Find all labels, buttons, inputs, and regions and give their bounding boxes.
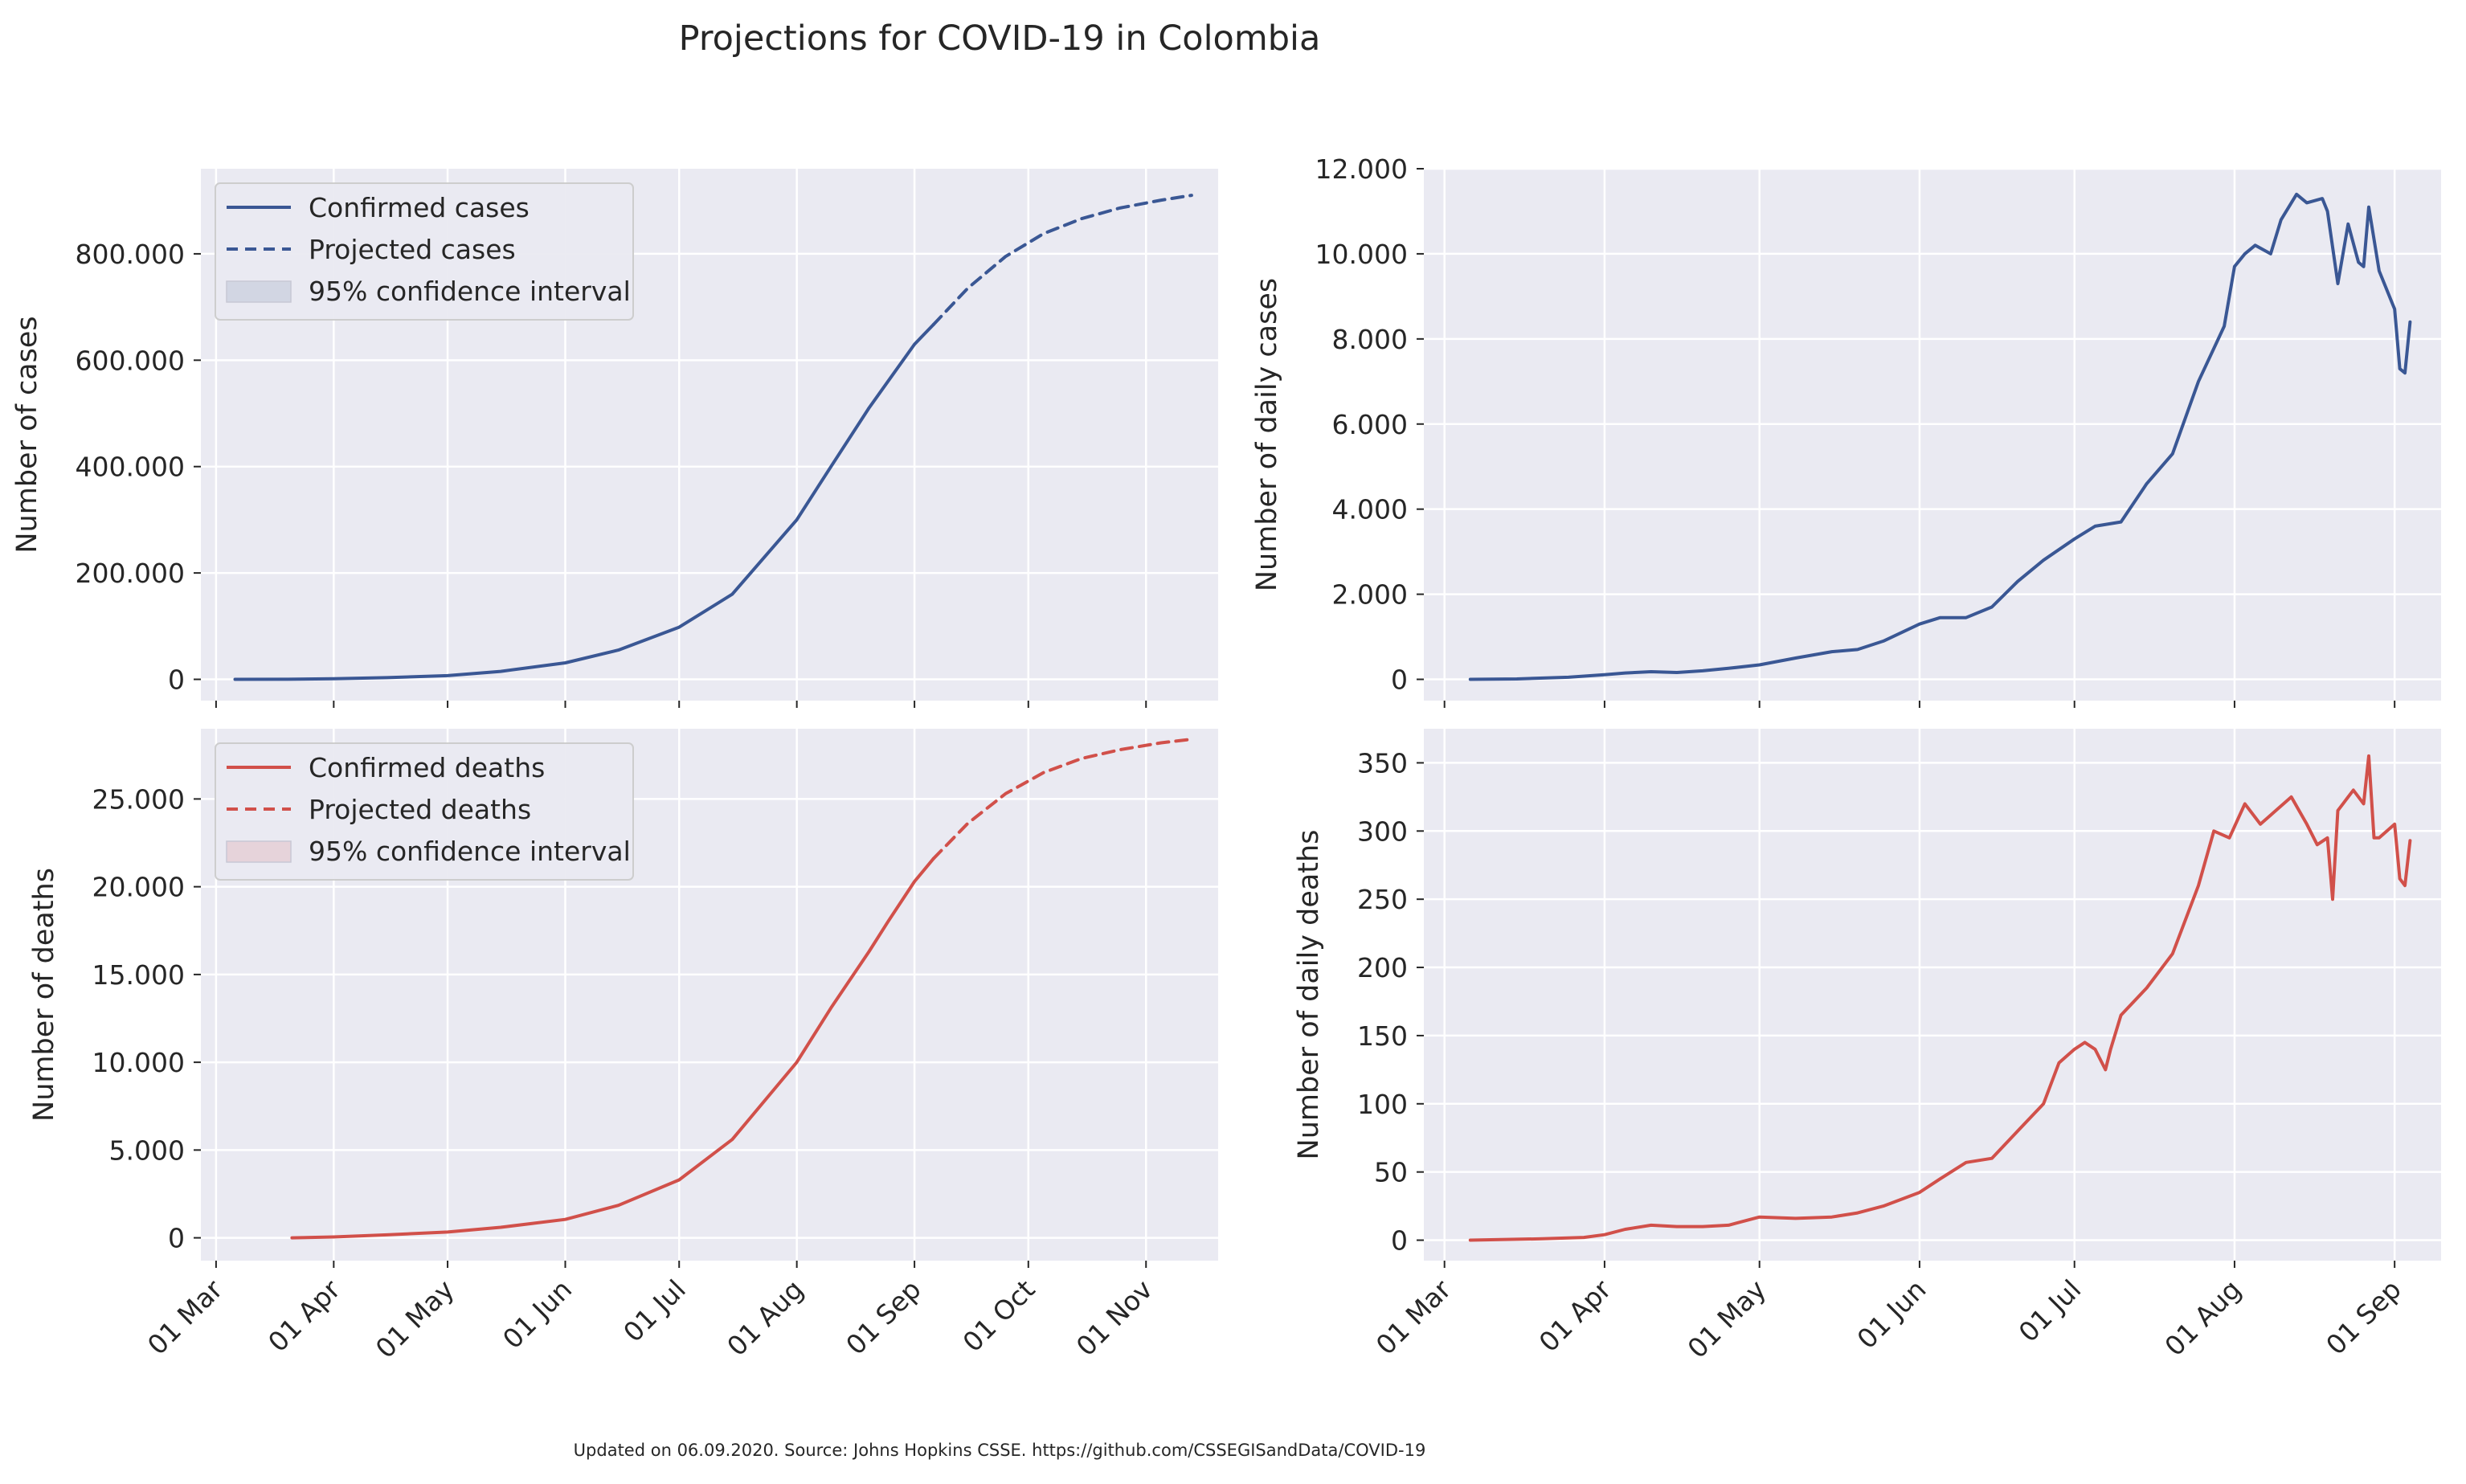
x-tick-label: 01 Sep xyxy=(840,1273,927,1361)
y-tick-label: 50 xyxy=(1374,1157,1408,1188)
legend-swatch-confidence-interval xyxy=(226,280,292,303)
y-tick-label: 12.000 xyxy=(1315,153,1408,185)
y-axis-label: Number of cases xyxy=(11,316,43,553)
y-axis-label: Number of daily deaths xyxy=(1293,830,1325,1160)
y-tick-label: 5.000 xyxy=(109,1134,185,1166)
legend-label: Projected cases xyxy=(309,234,516,265)
y-tick-label: 100 xyxy=(1357,1089,1408,1120)
x-tick-label: 01 Jun xyxy=(497,1273,578,1355)
y-tick-label: 0 xyxy=(168,664,185,696)
x-tick-label: 01 Mar xyxy=(141,1273,229,1361)
x-tick-label: 01 May xyxy=(370,1273,460,1364)
series-projected-deaths xyxy=(931,738,1193,861)
y-tick-label: 0 xyxy=(1391,664,1408,696)
daily-cases-panel: 0 2.000 4.000 6.000 8.000 10.000 12.000 Number … xyxy=(1251,153,2441,708)
legend: Confirmed cases Projected cases 95% confid… xyxy=(215,182,634,321)
y-tick-label: 800.000 xyxy=(76,239,185,270)
y-axis-label: Number of deaths xyxy=(28,868,60,1122)
cases-panel: 0 200.000 400.000 600.000 800.000 Number of c… xyxy=(11,169,1218,708)
series-confirmed-cases xyxy=(233,323,935,681)
y-tick-label: 15.000 xyxy=(92,959,185,991)
x-tick-label: 01 Sep xyxy=(2320,1273,2407,1361)
y-tick-label: 300 xyxy=(1357,816,1408,847)
deaths-panel: 0 5.000 10.000 15.000 20.000 25.000 01 Mar 01 A… xyxy=(28,729,1218,1364)
y-tick-label: 0 xyxy=(1391,1225,1408,1257)
legend-label: Confirmed cases xyxy=(309,192,530,223)
plot-area xyxy=(1424,169,2441,701)
y-axis-label: Number of daily cases xyxy=(1251,278,1283,591)
x-tick-label: 01 Apr xyxy=(1533,1273,1617,1358)
y-tick-label: 2.000 xyxy=(1332,579,1408,611)
y-tick-label: 600.000 xyxy=(76,345,185,376)
legend-label: Projected deaths xyxy=(309,794,531,825)
x-tick-label: 01 Apr xyxy=(262,1273,346,1358)
x-tick-label: 01 Nov xyxy=(1070,1273,1159,1362)
x-tick-label: 01 May xyxy=(1681,1273,1772,1364)
y-tick-label: 350 xyxy=(1357,747,1408,779)
legend-label: Confirmed deaths xyxy=(309,752,545,783)
x-tick-label: 01 Jul xyxy=(2013,1273,2088,1348)
legend-box xyxy=(215,742,634,881)
legend: Confirmed deaths Projected deaths 95% conf… xyxy=(215,742,634,881)
y-tick-label: 20.000 xyxy=(92,872,185,903)
plot-area xyxy=(1424,729,2441,1261)
y-tick-label: 25.000 xyxy=(92,783,185,815)
y-tick-label: 8.000 xyxy=(1332,324,1408,355)
legend-swatch-confidence-interval xyxy=(226,840,292,863)
y-tick-label: 250 xyxy=(1357,884,1408,915)
x-tick-label: 01 Jun xyxy=(1851,1273,1932,1355)
legend-box xyxy=(215,182,634,321)
y-tick-label: 150 xyxy=(1357,1020,1408,1052)
y-tick-label: 10.000 xyxy=(92,1047,185,1078)
y-tick-label: 0 xyxy=(168,1223,185,1254)
daily-deaths-panel: 0 50 100 150 200 250 300 350 01 Mar 01 Apr 01 May 0… xyxy=(1293,729,2441,1364)
x-tick-label: 01 Mar xyxy=(1370,1273,1458,1361)
y-tick-label: 200 xyxy=(1357,952,1408,983)
y-tick-label: 4.000 xyxy=(1332,494,1408,525)
x-tick-label: 01 Oct xyxy=(956,1273,1041,1358)
y-tick-label: 6.000 xyxy=(1332,409,1408,440)
legend-label: 95% confidence interval xyxy=(309,836,631,867)
series-confirmed-deaths xyxy=(290,856,935,1240)
series-line xyxy=(1468,754,2412,1242)
figure-title: Projections for COVID-19 in Colombia xyxy=(679,18,1321,59)
y-tick-label: 200.000 xyxy=(76,558,185,589)
series-line xyxy=(1468,192,2412,681)
y-tick-label: 400.000 xyxy=(76,452,185,483)
series-projected-cases xyxy=(931,194,1193,326)
x-tick-label: 01 Aug xyxy=(721,1273,809,1362)
x-tick-label: 01 Aug xyxy=(2158,1273,2247,1362)
x-tick-label: 01 Jul xyxy=(617,1273,692,1348)
legend-label: 95% confidence interval xyxy=(309,276,631,307)
y-tick-label: 10.000 xyxy=(1315,239,1408,270)
footer-source-note: Updated on 06.09.2020. Source: Johns Hop… xyxy=(574,1441,1426,1460)
